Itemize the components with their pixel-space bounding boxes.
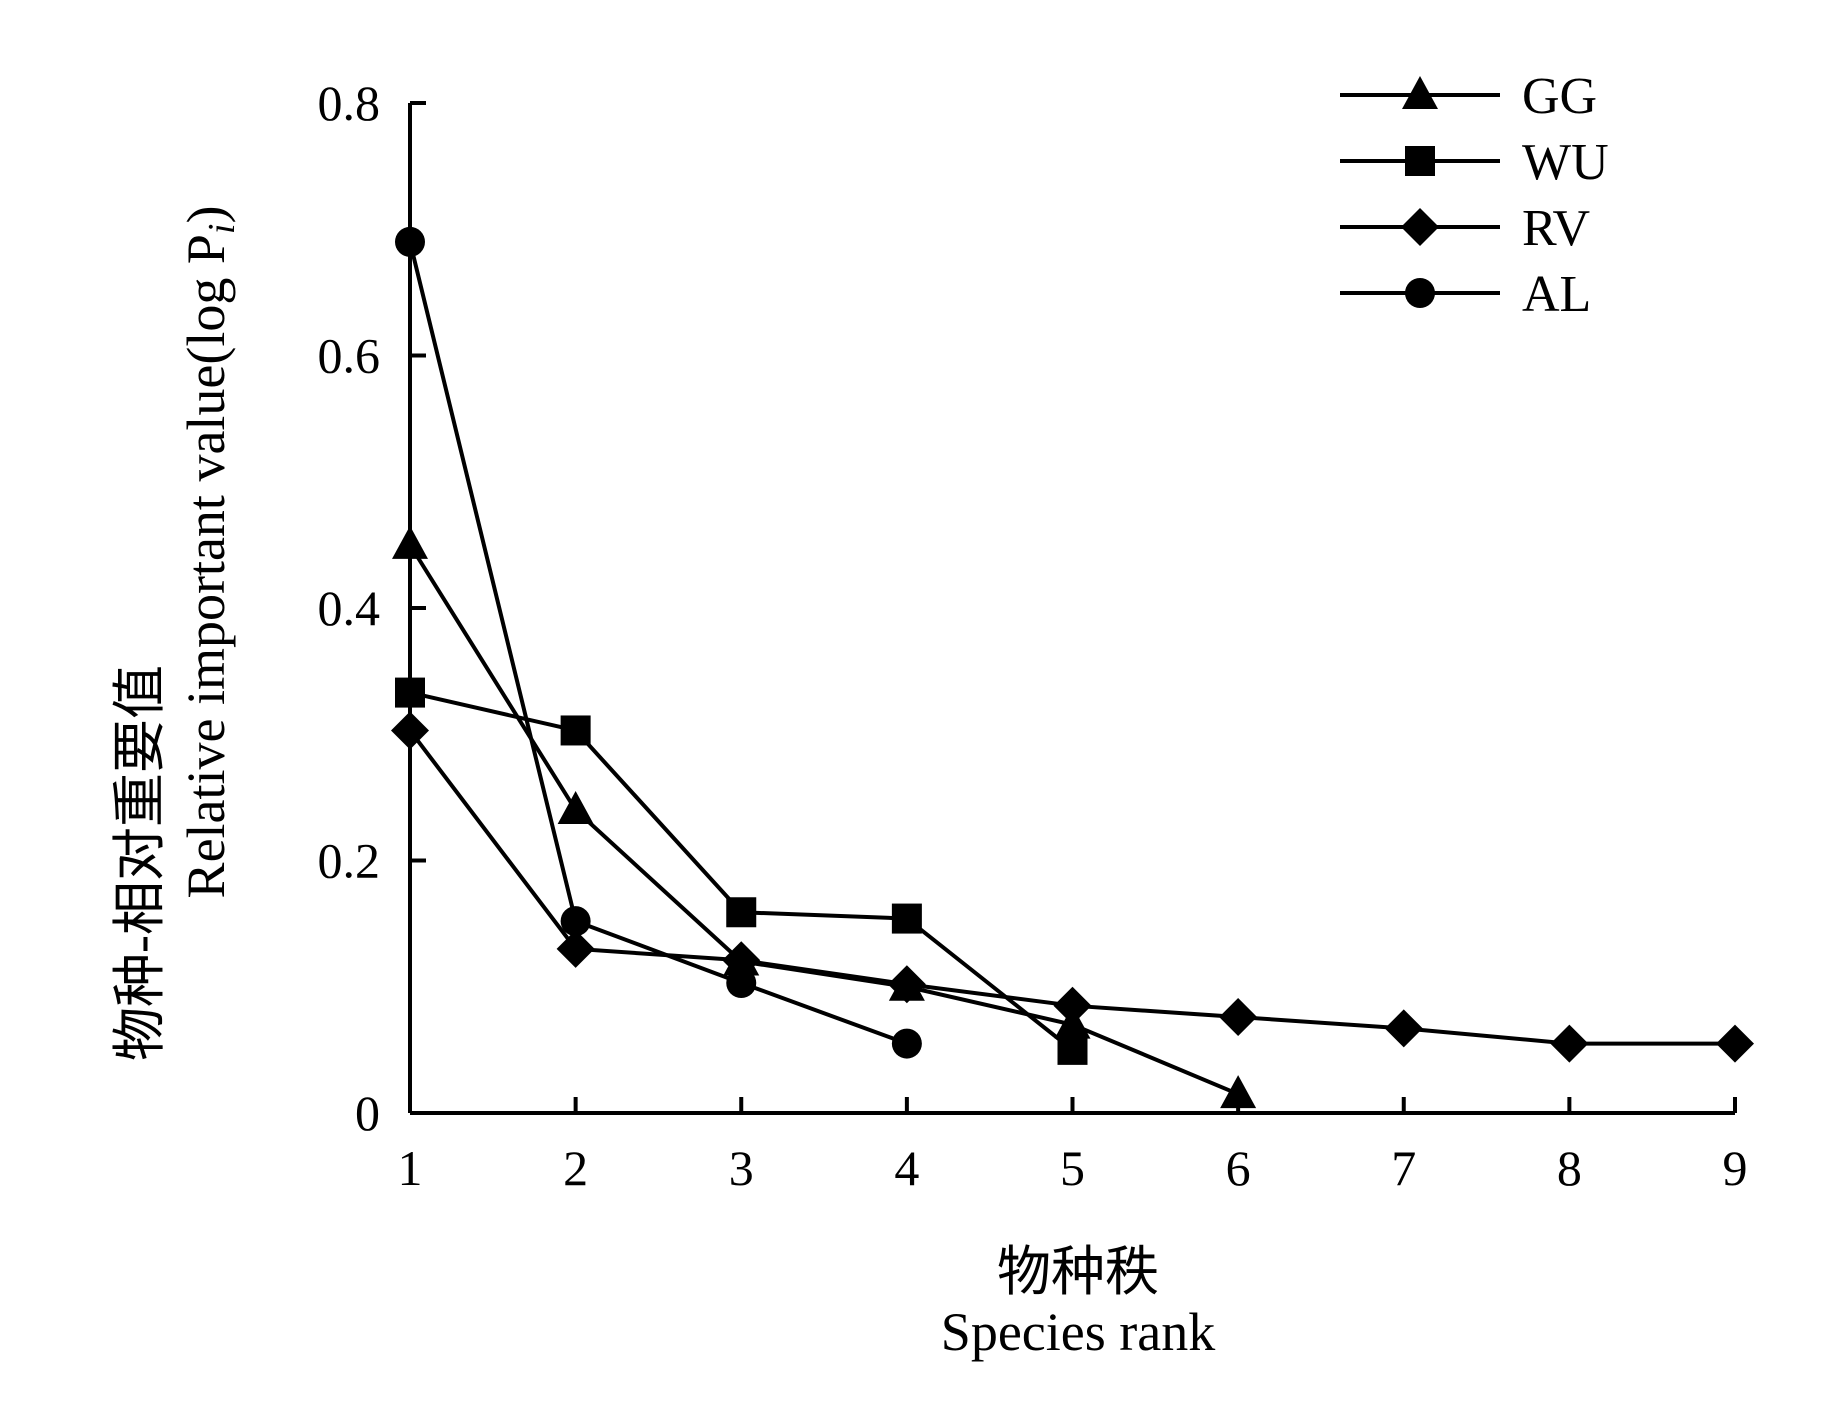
data-point-wu — [560, 715, 591, 746]
y-axis-title-cn: 物种-相对重要值 — [110, 665, 170, 1061]
x-tick-label: 9 — [1723, 1140, 1748, 1196]
legend-marker — [1405, 278, 1435, 308]
series-line-al — [408, 241, 908, 1046]
x-tick-label: 8 — [1557, 1140, 1582, 1196]
legend-marker — [1405, 146, 1435, 176]
legend-marker — [1401, 208, 1439, 246]
x-tick-label: 4 — [894, 1140, 919, 1196]
series-al — [395, 226, 922, 1059]
x-tick-label: 3 — [729, 1140, 754, 1196]
data-point-rv — [556, 929, 595, 968]
data-point-rv — [1550, 1024, 1589, 1063]
legend-item-al: AL — [1340, 266, 1591, 323]
data-point-wu — [1057, 1034, 1088, 1065]
y-tick-label: 0 — [355, 1085, 380, 1141]
data-point-rv — [1384, 1009, 1423, 1048]
series-layer — [391, 226, 1754, 1109]
y-axis-title: 物种-相对重要值 — [110, 665, 170, 1061]
data-point-gg — [1220, 1075, 1257, 1109]
series-wu — [395, 677, 1088, 1065]
data-point-rv — [391, 711, 429, 750]
data-point-rv — [1716, 1024, 1754, 1063]
y-axis-title-en-close: ) — [176, 206, 236, 224]
data-point-gg — [392, 525, 428, 559]
data-point-al — [560, 906, 591, 937]
legend-item-wu: WU — [1340, 134, 1609, 191]
legend-item-gg: GG — [1340, 68, 1597, 125]
data-point-gg — [557, 791, 594, 824]
legend-label: AL — [1522, 266, 1591, 323]
y-axis-title-en-main: Relative important value(log P — [176, 234, 236, 898]
legend: GG WU RV AL — [1340, 68, 1609, 323]
data-point-wu — [395, 677, 425, 708]
data-point-al — [726, 967, 757, 998]
y-tick-label: 0.6 — [318, 328, 381, 384]
x-tick-label: 1 — [398, 1140, 423, 1196]
data-point-rv — [1053, 986, 1092, 1025]
x-axis-title-cn: 物种秩 — [997, 1242, 1159, 1302]
x-tick-label: 6 — [1226, 1140, 1251, 1196]
series-gg — [392, 525, 1257, 1109]
y-tick-label: 0.4 — [318, 580, 381, 636]
y-tick-label: 0.8 — [318, 75, 381, 131]
data-point-rv — [887, 965, 926, 1004]
data-point-rv — [722, 941, 761, 980]
data-point-rv — [1219, 998, 1258, 1037]
y-axis-ticks: 0 0.2 0.4 0.6 0.8 — [318, 75, 426, 1141]
x-tick-label: 7 — [1391, 1140, 1416, 1196]
x-tick-label: 5 — [1060, 1140, 1085, 1196]
series-rv — [391, 711, 1754, 1063]
y-axis-title-en: Relative important value(log Pi) — [176, 206, 243, 899]
data-point-al — [395, 226, 425, 257]
data-point-wu — [891, 903, 922, 934]
y-axis-title-en-sub: i — [201, 224, 243, 235]
data-point-al — [891, 1028, 922, 1059]
legend-marker — [1402, 76, 1438, 109]
legend-label: GG — [1522, 68, 1597, 125]
legend-label: WU — [1522, 134, 1609, 191]
legend-label: RV — [1522, 200, 1590, 257]
data-point-wu — [726, 897, 757, 928]
legend-item-rv: RV — [1340, 200, 1590, 257]
x-axis-title-en: Species rank — [941, 1302, 1215, 1362]
x-tick-label: 2 — [563, 1140, 588, 1196]
y-tick-label: 0.2 — [318, 833, 381, 889]
y-axis-title-en-group: Relative important value(log Pi) — [176, 206, 243, 899]
